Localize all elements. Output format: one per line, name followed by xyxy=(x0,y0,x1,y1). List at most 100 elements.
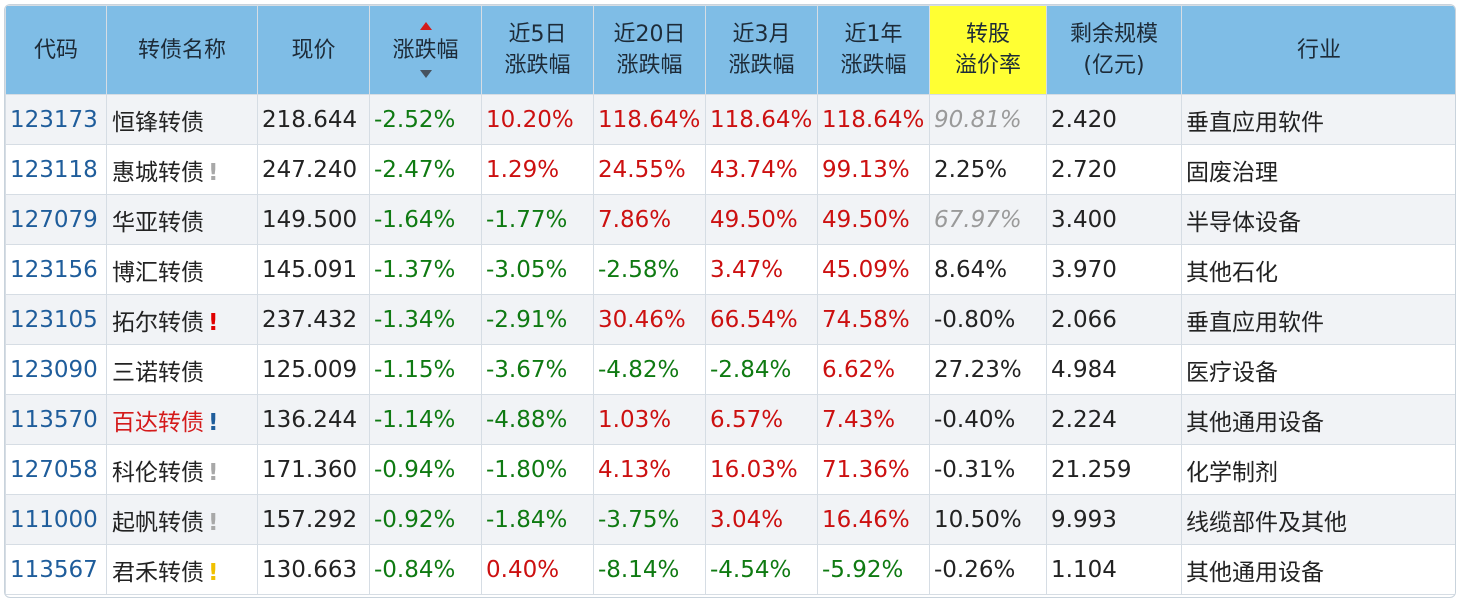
premium-cell-text: -0.40% xyxy=(934,406,1016,433)
exclamation-icon[interactable]: ! xyxy=(208,409,219,436)
sort-up-icon[interactable] xyxy=(419,22,432,30)
change-5d-cell-text: -2.91% xyxy=(486,306,568,333)
table-row[interactable]: 123090 三诺转债 125.009 -1.15% -3.67% -4.82% -2.84… xyxy=(5,344,1455,395)
change-3m-cell: 6.57% xyxy=(705,394,818,445)
industry-cell-text: 半导体设备 xyxy=(1186,209,1301,236)
bond-name-link[interactable]: 起帆转债! xyxy=(106,494,258,545)
bond-code-link[interactable]: 113570 xyxy=(5,394,107,445)
bond-name-link[interactable]: 华亚转债 xyxy=(106,194,258,245)
table-row[interactable]: 113570 百达转债! 136.244 -1.14% -4.88% 1.03% 6.57%… xyxy=(5,394,1455,445)
header-1y-line1: 近1年 xyxy=(844,22,903,47)
header-20d-change[interactable]: 近20日涨跌幅 xyxy=(593,5,706,95)
price-cell-text: 237.432 xyxy=(262,306,358,333)
header-industry[interactable]: 行业 xyxy=(1181,5,1455,95)
table-row[interactable]: 123156 博汇转债 145.091 -1.37% -3.05% -2.58% 3.47%… xyxy=(5,244,1455,295)
industry-cell: 垂直应用软件 xyxy=(1181,294,1455,345)
bond-code-link[interactable]: 113567 xyxy=(5,544,107,595)
table-row[interactable]: 123105 拓尔转债! 237.432 -1.34% -2.91% 30.46% 66.5… xyxy=(5,294,1455,345)
header-1y-change[interactable]: 近1年 涨跌幅 xyxy=(817,5,930,95)
table-row[interactable]: 113567 君禾转债! 130.663 -0.84% 0.40% -8.14% -4.54… xyxy=(5,544,1455,595)
change-1y-cell: 71.36% xyxy=(817,444,930,495)
bond-name-link[interactable]: 拓尔转债! xyxy=(106,294,258,345)
premium-cell-text: 10.50% xyxy=(934,506,1022,533)
change-20d-cell: -2.58% xyxy=(593,244,706,295)
header-change[interactable]: 涨跌幅 xyxy=(369,5,482,95)
header-5d-line1: 近5日 xyxy=(508,22,567,47)
remaining-scale-cell: 21.259 xyxy=(1046,444,1182,495)
change-1y-cell: 99.13% xyxy=(817,144,930,195)
header-5d-change[interactable]: 近5日 涨跌幅 xyxy=(481,5,594,95)
change-cell: -1.37% xyxy=(369,244,482,295)
industry-cell-text: 线缆部件及其他 xyxy=(1186,509,1347,536)
bond-name-link-text: 百达转债 xyxy=(112,409,204,436)
sort-down-icon[interactable] xyxy=(419,70,432,78)
change-cell-text: -2.47% xyxy=(374,156,456,183)
bond-code-link[interactable]: 123173 xyxy=(5,94,107,145)
industry-cell-text: 其他石化 xyxy=(1186,259,1278,286)
exclamation-icon[interactable]: ! xyxy=(208,309,219,336)
change-cell: -1.14% xyxy=(369,394,482,445)
change-cell-text: -1.64% xyxy=(374,206,456,233)
bond-code-link[interactable]: 123118 xyxy=(5,144,107,195)
change-1y-cell: 6.62% xyxy=(817,344,930,395)
bond-code-link-text: 123105 xyxy=(10,306,98,333)
header-remaining-scale[interactable]: 剩余规模 (亿元) xyxy=(1046,5,1182,95)
table-row[interactable]: 123173 恒锋转债 218.644 -2.52% 10.20% 118.64% 118.… xyxy=(5,94,1455,145)
bond-name-link[interactable]: 博汇转债 xyxy=(106,244,258,295)
industry-cell-text: 其他通用设备 xyxy=(1186,409,1324,436)
bond-code-link-text: 111000 xyxy=(10,506,98,533)
industry-cell: 其他通用设备 xyxy=(1181,394,1455,445)
bond-name-link[interactable]: 恒锋转债 xyxy=(106,94,258,145)
bond-name-link[interactable]: 三诺转债 xyxy=(106,344,258,395)
header-name[interactable]: 转债名称 xyxy=(106,5,258,95)
premium-cell-text: 27.23% xyxy=(934,356,1022,383)
remaining-scale-cell-text: 9.993 xyxy=(1051,506,1117,533)
exclamation-icon[interactable]: ! xyxy=(208,159,219,186)
change-3m-cell-text: -2.84% xyxy=(710,356,792,383)
bond-code-link[interactable]: 127058 xyxy=(5,444,107,495)
price-cell-text: 125.009 xyxy=(262,356,358,383)
bond-name-link[interactable]: 君禾转债! xyxy=(106,544,258,595)
bond-name-link-text: 拓尔转债 xyxy=(112,309,204,336)
header-code[interactable]: 代码 xyxy=(5,5,107,95)
header-3m-line2: 涨跌幅 xyxy=(728,53,795,78)
bond-name-link[interactable]: 科伦转债! xyxy=(106,444,258,495)
change-1y-cell: -5.92% xyxy=(817,544,930,595)
industry-cell-text: 医疗设备 xyxy=(1186,359,1278,386)
change-3m-cell: 118.64% xyxy=(705,94,818,145)
industry-cell: 半导体设备 xyxy=(1181,194,1455,245)
bond-name-link[interactable]: 百达转债! xyxy=(106,394,258,445)
exclamation-icon[interactable]: ! xyxy=(208,459,219,486)
change-3m-cell-text: 66.54% xyxy=(710,306,798,333)
bond-name-link[interactable]: 惠城转债! xyxy=(106,144,258,195)
exclamation-icon[interactable]: ! xyxy=(208,559,219,586)
header-20d-line2: 涨跌幅 xyxy=(616,53,683,78)
remaining-scale-cell: 2.420 xyxy=(1046,94,1182,145)
industry-cell: 化学制剂 xyxy=(1181,444,1455,495)
table-row[interactable]: 127079 华亚转债 149.500 -1.64% -1.77% 7.86% 49.50%… xyxy=(5,194,1455,245)
bond-code-link[interactable]: 123105 xyxy=(5,294,107,345)
price-cell-text: 130.663 xyxy=(262,556,358,583)
change-20d-cell-text: -4.82% xyxy=(598,356,680,383)
table-row[interactable]: 123118 惠城转债! 247.240 -2.47% 1.29% 24.55% 43.74… xyxy=(5,144,1455,195)
bond-code-link[interactable]: 127079 xyxy=(5,194,107,245)
header-premium[interactable]: 转股 溢价率 xyxy=(929,5,1047,95)
price-cell: 171.360 xyxy=(257,444,370,495)
change-20d-cell: -8.14% xyxy=(593,544,706,595)
header-change-label: 涨跌幅 xyxy=(392,37,459,63)
table-row[interactable]: 127058 科伦转债! 171.360 -0.94% -1.80% 4.13% 16.03… xyxy=(5,444,1455,495)
change-1y-cell-text: 6.62% xyxy=(822,356,896,383)
header-price[interactable]: 现价 xyxy=(257,5,370,95)
header-20d-line1: 近20日 xyxy=(613,22,686,47)
change-20d-cell: 4.13% xyxy=(593,444,706,495)
premium-cell: -0.26% xyxy=(929,544,1047,595)
exclamation-icon[interactable]: ! xyxy=(208,509,219,536)
change-3m-cell-text: 118.64% xyxy=(710,106,813,133)
bond-code-link[interactable]: 111000 xyxy=(5,494,107,545)
bond-code-link[interactable]: 123156 xyxy=(5,244,107,295)
header-3m-change[interactable]: 近3月 涨跌幅 xyxy=(705,5,818,95)
change-cell: -0.94% xyxy=(369,444,482,495)
bond-code-link[interactable]: 123090 xyxy=(5,344,107,395)
price-cell-text: 171.360 xyxy=(262,456,358,483)
table-row[interactable]: 111000 起帆转债! 157.292 -0.92% -1.84% -3.75% 3.04… xyxy=(5,494,1455,545)
